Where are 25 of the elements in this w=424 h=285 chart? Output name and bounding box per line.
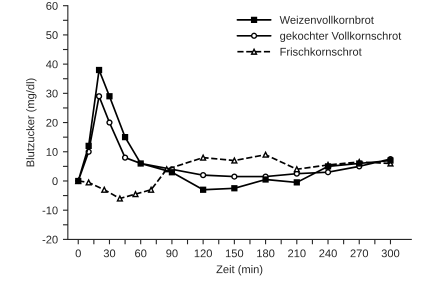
y-tick-label: -20: [42, 236, 58, 244]
x-tick-label: 90: [166, 249, 178, 258]
x-tick-label: 270: [350, 249, 368, 258]
y-tick-label: 40: [46, 60, 58, 68]
y-tick-label: 50: [46, 31, 58, 40]
x-tick-label: 300: [382, 249, 400, 258]
x-tick-label: 30: [104, 249, 116, 258]
legend-label: Weizenvollkornbrot: [280, 16, 374, 24]
x-tick-label: 150: [226, 249, 244, 258]
y-tick-label: -10: [42, 206, 58, 214]
y-axis-title: Blutzucker (mg/dl): [26, 78, 37, 166]
x-tick-label: 0: [76, 249, 81, 258]
y-tick-label: 30: [46, 90, 58, 98]
legend-label: Frischkornschrot: [280, 48, 362, 56]
x-tick-label: 240: [319, 249, 337, 258]
y-tick-label: 20: [46, 118, 58, 127]
legend-label: gekochter Vollkornschrot: [280, 32, 402, 42]
x-tick-label: 120: [194, 249, 212, 258]
x-axis-title: Zeit (min): [216, 265, 262, 276]
y-tick-label: 0: [52, 177, 58, 186]
x-tick-label: 180: [257, 249, 274, 258]
x-tick-label: 210: [288, 249, 306, 258]
y-tick-label: 60: [46, 2, 58, 10]
x-tick-label: 60: [135, 249, 146, 258]
y-tick-label: 10: [46, 148, 58, 156]
